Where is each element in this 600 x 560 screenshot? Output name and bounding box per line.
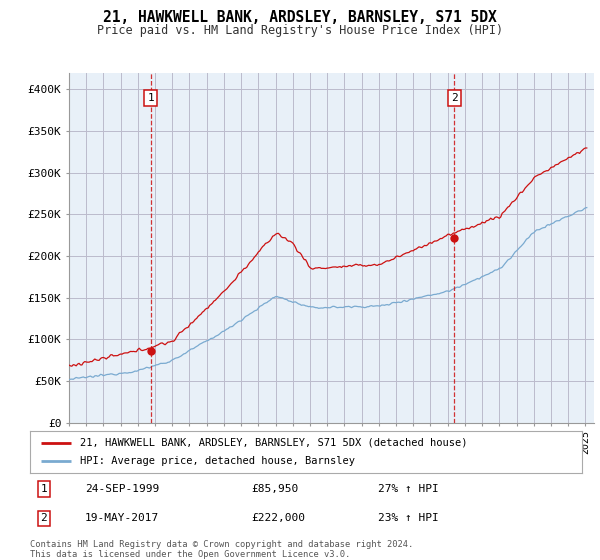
Text: 21, HAWKWELL BANK, ARDSLEY, BARNSLEY, S71 5DX: 21, HAWKWELL BANK, ARDSLEY, BARNSLEY, S7…	[103, 10, 497, 25]
Text: 2: 2	[40, 514, 47, 524]
Text: 24-SEP-1999: 24-SEP-1999	[85, 484, 160, 494]
Text: 23% ↑ HPI: 23% ↑ HPI	[378, 514, 439, 524]
Text: 27% ↑ HPI: 27% ↑ HPI	[378, 484, 439, 494]
Text: £85,950: £85,950	[251, 484, 298, 494]
Text: 1: 1	[148, 93, 154, 103]
Text: 19-MAY-2017: 19-MAY-2017	[85, 514, 160, 524]
Text: Contains HM Land Registry data © Crown copyright and database right 2024.
This d: Contains HM Land Registry data © Crown c…	[30, 540, 413, 559]
Text: £222,000: £222,000	[251, 514, 305, 524]
Text: HPI: Average price, detached house, Barnsley: HPI: Average price, detached house, Barn…	[80, 456, 355, 466]
Text: 1: 1	[40, 484, 47, 494]
Text: 21, HAWKWELL BANK, ARDSLEY, BARNSLEY, S71 5DX (detached house): 21, HAWKWELL BANK, ARDSLEY, BARNSLEY, S7…	[80, 437, 467, 447]
Text: Price paid vs. HM Land Registry's House Price Index (HPI): Price paid vs. HM Land Registry's House …	[97, 24, 503, 36]
Text: 2: 2	[451, 93, 458, 103]
